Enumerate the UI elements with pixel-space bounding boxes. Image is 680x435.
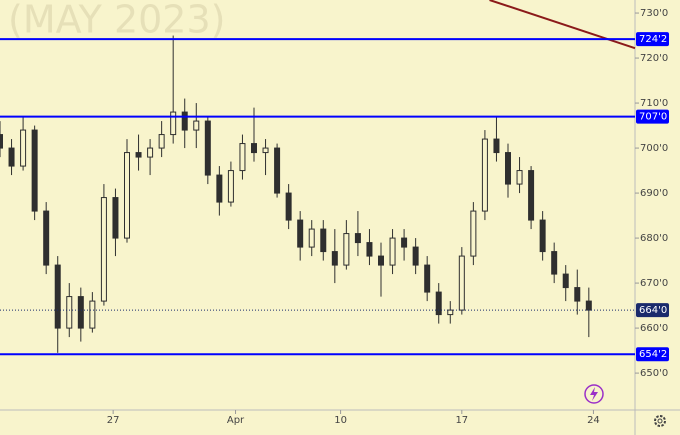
candle-body (366, 242, 373, 257)
y-tick-label: 720'0 (640, 53, 668, 64)
candle-body (135, 152, 142, 158)
candle-body (227, 170, 234, 203)
last-price-box (636, 303, 669, 318)
gear-icon[interactable] (654, 415, 666, 427)
candle-body (20, 129, 27, 167)
candle-body (89, 300, 96, 329)
x-tick-label: Apr (227, 415, 245, 426)
candle-body (435, 291, 442, 316)
y-tick-label: 670'0 (640, 278, 668, 289)
candle-body (77, 296, 84, 329)
level-box (636, 109, 669, 124)
level-box (636, 32, 669, 47)
candle-body (401, 237, 408, 248)
y-tick-label: 690'0 (640, 188, 668, 199)
level-label: 707'0 (639, 112, 667, 123)
candle-body (447, 309, 454, 316)
x-tick-label: 10 (334, 415, 347, 426)
gear-hub[interactable] (657, 418, 663, 424)
candle-body (216, 174, 223, 203)
candle-body (412, 246, 419, 266)
candle-body (470, 210, 477, 257)
y-tick-label: 710'0 (640, 98, 668, 109)
candle-body (285, 192, 292, 221)
candle-body (585, 300, 592, 311)
watermark: (MAY 2023) (8, 0, 225, 42)
candle-body (331, 251, 338, 266)
y-tick-label: 730'0 (640, 8, 668, 19)
y-tick-label: 660'0 (640, 323, 668, 334)
last-price-label: 664'0 (639, 305, 667, 316)
candle-body (343, 233, 350, 266)
x-tick-label: 27 (107, 415, 120, 426)
candle-body (193, 120, 200, 131)
level-label: 724'2 (639, 34, 667, 45)
y-tick-label: 680'0 (640, 233, 668, 244)
candle-body (308, 228, 315, 248)
candle-body (262, 147, 269, 154)
candle-body (124, 152, 130, 239)
settings-button[interactable] (654, 415, 666, 427)
candle-body (147, 147, 154, 158)
candle-body (424, 264, 431, 293)
x-tick-label: 17 (455, 415, 468, 426)
candle-body (31, 129, 38, 212)
candle-body (8, 147, 15, 167)
x-tick-label: 24 (587, 415, 600, 426)
candle-body (43, 210, 50, 266)
candle-body (378, 255, 384, 266)
lightning-icon[interactable] (590, 387, 598, 401)
candle-body (481, 138, 488, 212)
candle-body (100, 197, 107, 302)
level-label: 654'2 (639, 349, 667, 360)
candle-body (458, 255, 465, 311)
candle-body (251, 143, 257, 154)
candle-body (539, 219, 546, 253)
candle-body (0, 134, 3, 149)
candle-body (204, 120, 211, 176)
candle-body (158, 134, 165, 149)
candle-body (54, 264, 61, 329)
candle-body (505, 152, 511, 185)
candle-body (493, 138, 500, 154)
level-box (636, 347, 669, 362)
candle-body (551, 251, 558, 275)
candle-body (112, 197, 119, 239)
candle-body (562, 273, 569, 289)
candle-body (239, 143, 246, 172)
lightning-button[interactable] (584, 384, 604, 404)
y-tick-label: 700'0 (640, 143, 668, 154)
candle-body (181, 111, 188, 131)
candle-body (574, 287, 581, 302)
y-tick-label: 650'0 (640, 368, 668, 379)
candle-body (66, 296, 73, 329)
candle-body (389, 237, 396, 266)
candle-body (354, 233, 361, 244)
candle-body (320, 228, 327, 253)
candle-body (528, 170, 535, 221)
lightning-circle[interactable] (584, 384, 604, 404)
candle-body (516, 170, 523, 185)
candle-body (274, 147, 281, 194)
candle-body (297, 219, 304, 248)
candle-body (170, 111, 177, 136)
